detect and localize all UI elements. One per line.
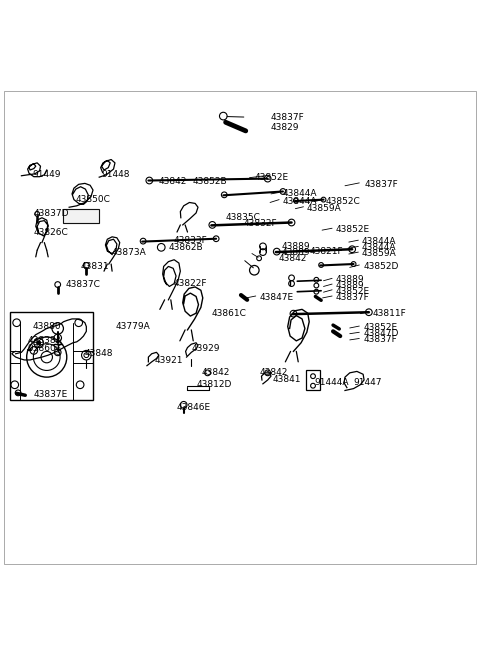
Text: 43852C: 43852C — [326, 196, 360, 206]
Text: 43852E: 43852E — [336, 287, 370, 295]
Text: 43929: 43929 — [192, 345, 220, 354]
Text: 91447: 91447 — [354, 378, 382, 387]
Text: 43842: 43842 — [202, 368, 230, 377]
Text: 43837F: 43837F — [336, 293, 369, 302]
Text: 43859A: 43859A — [362, 249, 396, 258]
Text: 43852E: 43852E — [254, 173, 288, 181]
Text: 43833F: 43833F — [173, 236, 207, 245]
Text: 43842: 43842 — [259, 368, 288, 377]
Text: 43842: 43842 — [278, 253, 307, 263]
Text: 43835C: 43835C — [226, 214, 261, 222]
Text: 43844A: 43844A — [283, 189, 317, 198]
Text: 43889: 43889 — [336, 275, 364, 284]
Text: 43847D: 43847D — [363, 329, 398, 338]
Circle shape — [36, 341, 40, 345]
Text: 93860: 93860 — [28, 345, 56, 354]
Text: 43779A: 43779A — [116, 322, 151, 331]
Text: 43821F: 43821F — [309, 247, 343, 255]
Text: 43862B: 43862B — [168, 243, 203, 252]
Text: 43841: 43841 — [273, 375, 301, 384]
Text: 43850C: 43850C — [75, 195, 110, 204]
Text: 43848: 43848 — [85, 349, 113, 358]
Text: 43832F: 43832F — [244, 219, 277, 228]
Text: 43889: 43889 — [282, 248, 311, 257]
Text: 43852D: 43852D — [363, 262, 398, 271]
Text: 43826C: 43826C — [34, 227, 69, 236]
Text: 43837F: 43837F — [364, 180, 398, 189]
Text: 43889: 43889 — [282, 242, 311, 251]
Text: 43846E: 43846E — [177, 403, 211, 412]
Bar — [63, 209, 99, 223]
Text: 43861C: 43861C — [211, 309, 246, 318]
Text: 43844A: 43844A — [362, 237, 396, 246]
Text: 43852E: 43852E — [363, 323, 397, 332]
Text: 43852B: 43852B — [192, 178, 227, 187]
Text: 43822F: 43822F — [173, 278, 207, 288]
Text: 43889: 43889 — [336, 281, 364, 290]
Text: 43921: 43921 — [154, 356, 182, 365]
Text: 43837F: 43837F — [363, 335, 397, 345]
Text: 43844A: 43844A — [283, 196, 317, 206]
Text: 91448: 91448 — [102, 170, 130, 179]
Text: 43811F: 43811F — [372, 309, 407, 318]
Text: 43844A: 43844A — [362, 243, 396, 252]
Text: 43847E: 43847E — [259, 293, 293, 302]
Text: 43880: 43880 — [33, 322, 61, 331]
Text: 43852E: 43852E — [336, 225, 370, 234]
Text: 43837F: 43837F — [271, 113, 305, 122]
Bar — [306, 371, 320, 390]
Text: 43831: 43831 — [80, 262, 109, 271]
Text: 43842: 43842 — [159, 178, 187, 187]
Text: 43873A: 43873A — [111, 248, 146, 257]
Text: 43829: 43829 — [271, 122, 300, 132]
Text: 43837C: 43837C — [66, 280, 101, 289]
Bar — [10, 312, 94, 400]
Text: 43837E: 43837E — [34, 390, 68, 399]
Text: 43838A: 43838A — [28, 337, 62, 345]
Text: 43812D: 43812D — [196, 381, 231, 389]
Text: 43837D: 43837D — [34, 210, 69, 218]
Text: 91444A: 91444A — [314, 378, 348, 387]
Text: 91449: 91449 — [33, 170, 61, 179]
Text: 43859A: 43859A — [307, 204, 342, 213]
